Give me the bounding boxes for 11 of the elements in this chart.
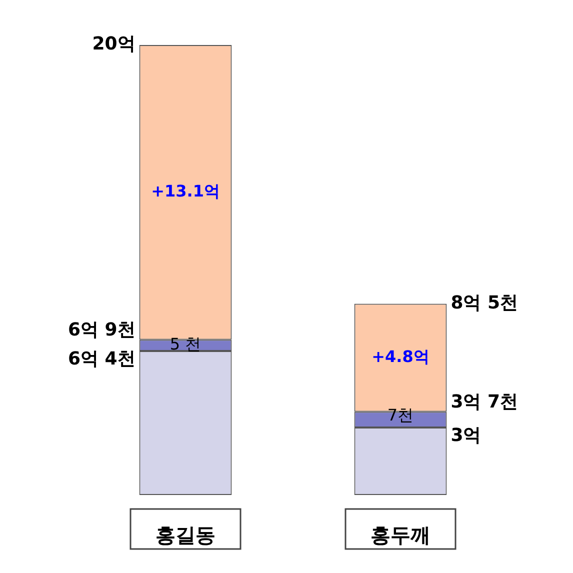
annotation: 6억 9천: [68, 319, 136, 340]
data-label: +4.8억: [372, 346, 430, 366]
annotation: 8억 5천: [450, 292, 518, 314]
annotation: 3억: [450, 425, 482, 446]
annotation: 5 천: [170, 334, 202, 354]
annotation: 6억 4천: [68, 348, 136, 370]
x-tick-label: 홍길동: [156, 523, 216, 548]
x-tick-label: 홍두깨: [370, 523, 430, 548]
annotation: 3억 7천: [450, 391, 518, 412]
annotation: 20억: [92, 34, 136, 55]
data-label: +13.1억: [151, 182, 220, 201]
